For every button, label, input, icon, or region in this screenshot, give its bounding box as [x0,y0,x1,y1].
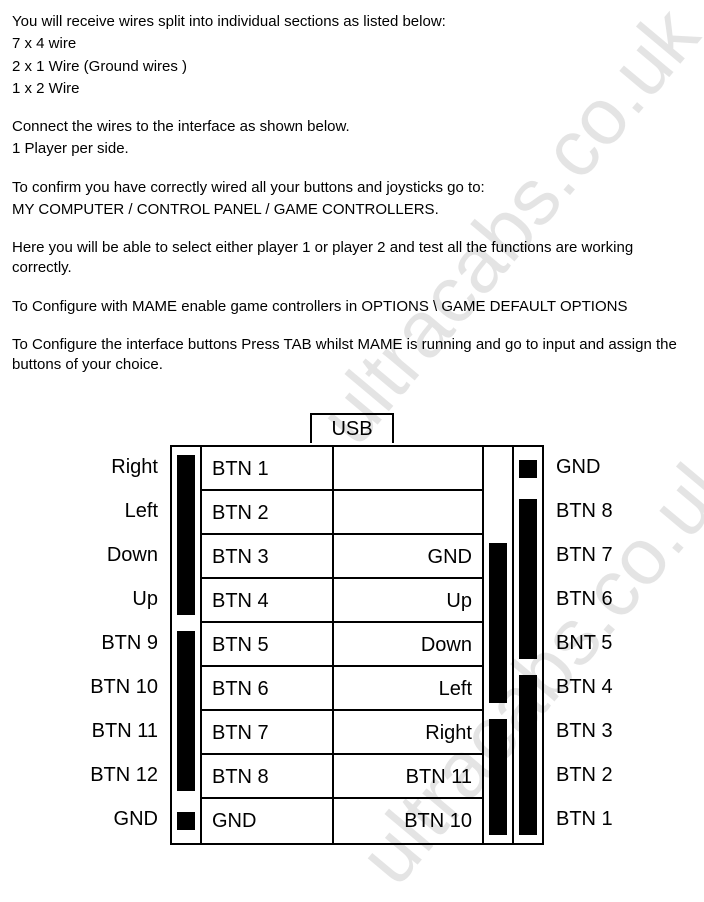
pin-label: BTN 4 [202,579,332,623]
pin-label [332,447,482,491]
pin-label: BTN 10 [332,799,482,843]
pin-label: Right [84,445,158,489]
instructions-block: You will receive wires split into indivi… [12,12,692,375]
right-outer-labels: GNDBTN 8BTN 7BTN 6BNT 5BTN 4BTN 3BTN 2BT… [544,415,620,841]
intro-line: 1 x 2 Wire [12,79,692,99]
left-outer-labels: RightLeftDownUpBTN 9BTN 10BTN 11BTN 12GN… [84,415,170,841]
intro-line: To Configure with MAME enable game contr… [12,297,692,317]
pin-label: BTN 10 [84,665,158,709]
pin-label: Up [84,577,158,621]
pin-label: BNT 5 [556,621,620,665]
pin-block [177,631,195,791]
intro-line: 1 Player per side. [12,139,692,159]
pin-label: BTN 6 [202,667,332,711]
pin-label: BTN 3 [202,535,332,579]
pin-label: BTN 6 [556,577,620,621]
pin-label: GND [202,799,332,843]
column-a: BTN 1BTN 2BTN 3BTN 4BTN 5BTN 6BTN 7BTN 8… [202,447,332,843]
pin-label: BTN 12 [84,753,158,797]
pin-label: BTN 9 [84,621,158,665]
pin-label: Down [84,533,158,577]
pin-label: BTN 8 [556,489,620,533]
intro-line: Here you will be able to select either p… [12,238,692,279]
pin-label: BTN 2 [556,753,620,797]
pin-label: Left [84,489,158,533]
pin-label: GND [332,535,482,579]
pin-label: BTN 8 [202,755,332,799]
pin-label: BTN 5 [202,623,332,667]
pin-label: GND [84,797,158,841]
pin-label: Left [332,667,482,711]
intro-line: Connect the wires to the interface as sh… [12,117,692,137]
pin-label: BTN 3 [556,709,620,753]
pin-label: BTN 1 [202,447,332,491]
intro-line: You will receive wires split into indivi… [12,12,692,32]
pin-label: Right [332,711,482,755]
pin-label: BTN 2 [202,491,332,535]
column-b: GNDUpDownLeftRightBTN 11BTN 10 [332,447,482,843]
mid-pin-header [482,447,512,843]
pin-block [519,499,537,659]
pin-block [489,719,507,835]
pin-label: BTN 11 [84,709,158,753]
right-pin-header [512,447,542,843]
pin-label: Up [332,579,482,623]
intro-line: MY COMPUTER / CONTROL PANEL / GAME CONTR… [12,200,692,220]
pin-label: BTN 7 [202,711,332,755]
intro-line: To confirm you have correctly wired all … [12,178,692,198]
left-pin-header [172,447,202,843]
usb-port: USB [170,415,544,445]
pin-block [177,455,195,615]
wiring-diagram: RightLeftDownUpBTN 9BTN 10BTN 11BTN 12GN… [12,415,692,845]
interface-board: BTN 1BTN 2BTN 3BTN 4BTN 5BTN 6BTN 7BTN 8… [170,445,544,845]
pin-block [519,675,537,835]
pin-label: BTN 1 [556,797,620,841]
intro-line: 7 x 4 wire [12,34,692,54]
pin-label: BTN 7 [556,533,620,577]
pin-square [519,460,537,478]
intro-line: 2 x 1 Wire (Ground wires ) [12,57,692,77]
pin-label: BTN 11 [332,755,482,799]
pin-label: GND [556,445,620,489]
usb-label: USB [310,413,394,443]
pin-label: BTN 4 [556,665,620,709]
pin-label [332,491,482,535]
pin-block [489,543,507,703]
pin-label: Down [332,623,482,667]
intro-line: To Configure the interface buttons Press… [12,335,692,376]
pin-square [177,812,195,830]
